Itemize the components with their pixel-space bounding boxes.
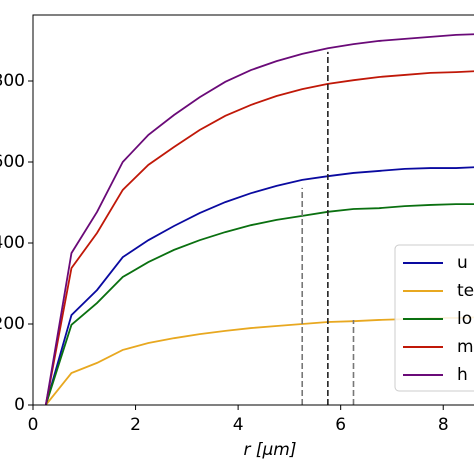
y-tick-label: 200	[0, 314, 25, 334]
x-tick-label: 0	[28, 415, 39, 435]
x-tick-label: 4	[233, 415, 244, 435]
series-line	[44, 33, 474, 406]
x-tick-label: 2	[130, 415, 141, 435]
y-tick-label: 400	[0, 233, 25, 253]
series-line	[44, 166, 474, 406]
y-tick-label: 600	[0, 152, 25, 172]
y-tick-label: 0	[14, 395, 25, 415]
series-line	[44, 70, 474, 406]
series-line	[44, 203, 474, 406]
x-tick-label: 6	[335, 415, 346, 435]
legend-label: u	[457, 253, 468, 273]
axes-frame	[32, 14, 474, 406]
x-tick-label: 8	[438, 415, 449, 435]
legend-label: te	[457, 281, 474, 301]
x-axis-label: r [μm]	[243, 440, 296, 460]
legend-label: m	[457, 337, 474, 357]
legend-label: h	[457, 365, 468, 385]
y-tick-label: 800	[0, 71, 25, 91]
legend-label: lo	[457, 309, 472, 329]
